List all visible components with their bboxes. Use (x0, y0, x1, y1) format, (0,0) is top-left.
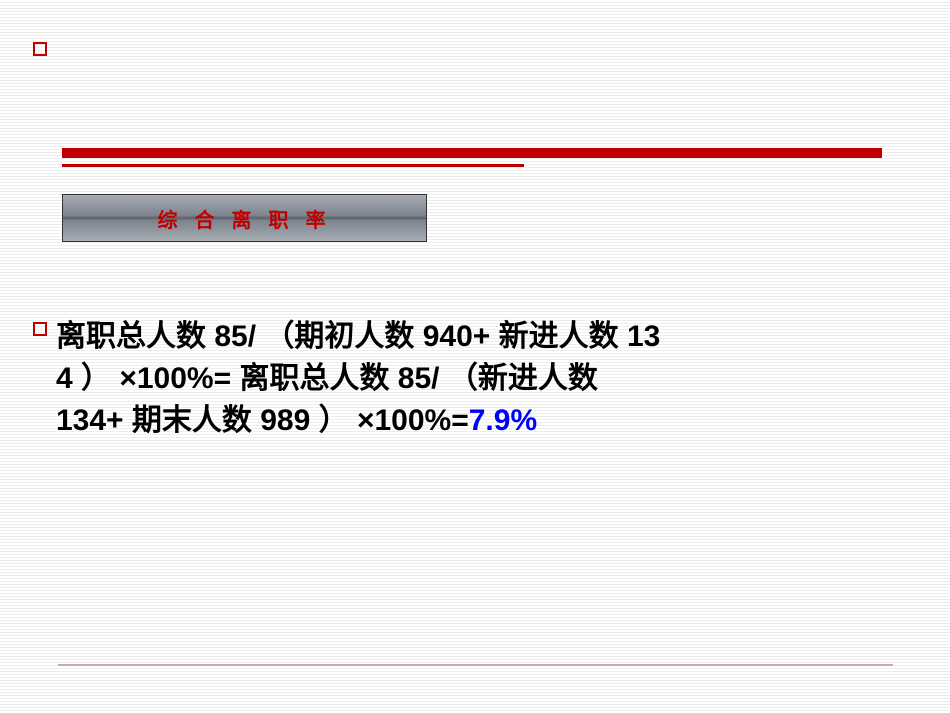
footer-divider (58, 664, 893, 666)
section-label-box: 综 合 离 职 率 (62, 194, 427, 242)
section-label-text: 综 合 离 职 率 (158, 204, 332, 233)
header-bar-thin (62, 164, 524, 167)
formula-line3: 134+ 期末人数 989 ） ×100%= (56, 404, 469, 437)
formula-line2: 4 ） ×100%= 离职总人数 85/ （新进人数 (56, 362, 598, 395)
formula-text: 离职总人数 85/ （期初人数 940+ 新进人数 13 4 ） ×100%= … (56, 316, 886, 442)
bullet-square-body (33, 322, 47, 336)
formula-line1: 离职总人数 85/ （期初人数 940+ 新进人数 13 (56, 320, 660, 353)
bullet-square-top (33, 42, 47, 56)
header-bar-thick (62, 148, 882, 158)
formula-result: 7.9% (469, 404, 537, 437)
